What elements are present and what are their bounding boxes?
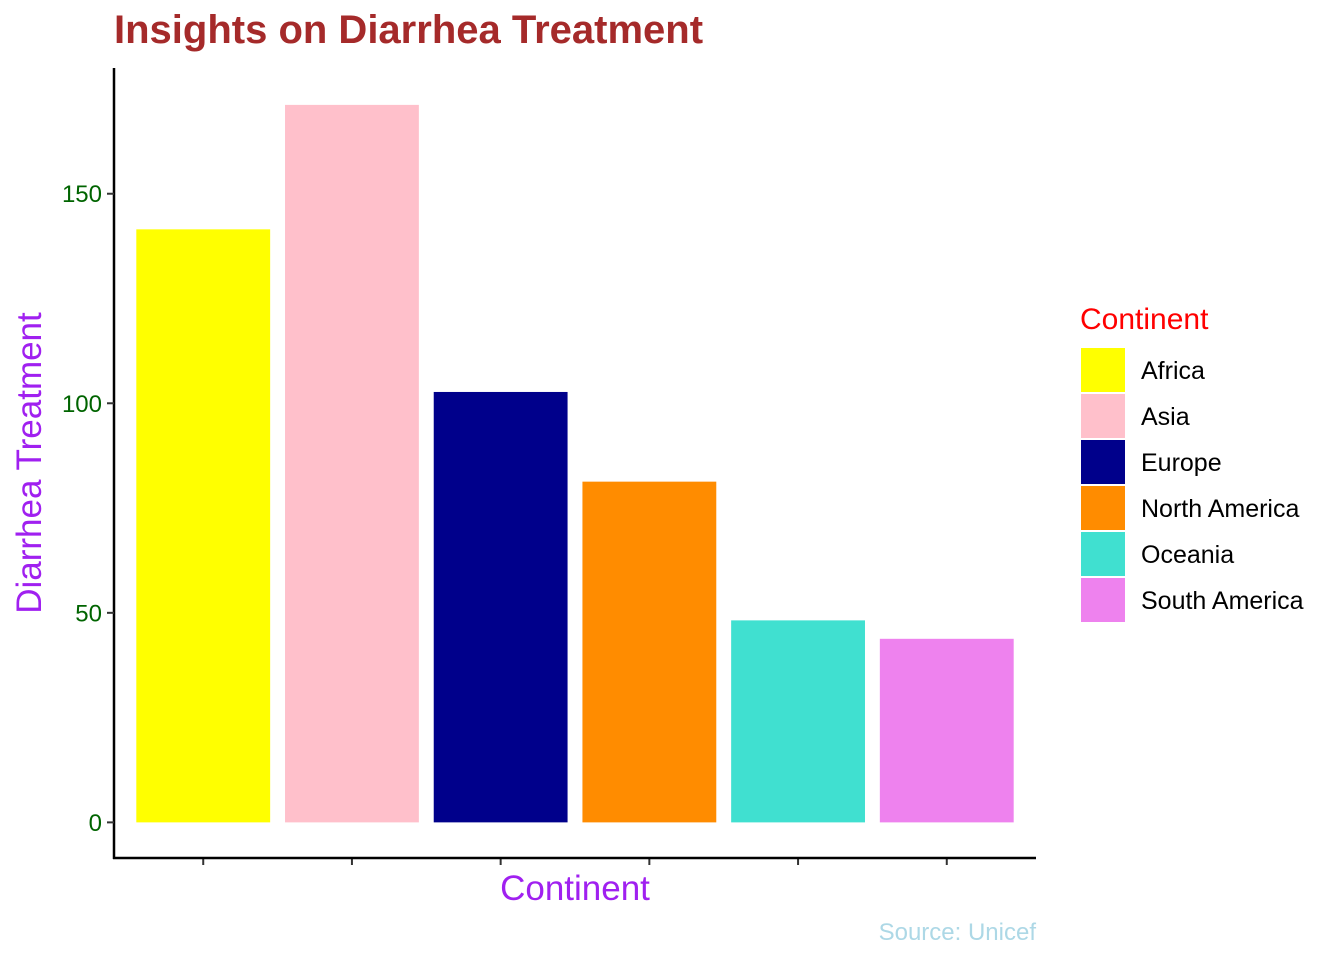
bar-asia	[285, 104, 419, 823]
y-tick-label: 50	[75, 600, 102, 627]
legend-key-asia	[1081, 394, 1125, 438]
bar-europe	[433, 391, 568, 823]
bar-oceania	[731, 620, 865, 823]
x-axis-title: Continent	[500, 869, 650, 908]
bar-africa	[136, 229, 271, 823]
legend-label: Oceania	[1141, 541, 1234, 569]
y-axis-title: Diarrhea Treatment	[10, 312, 49, 614]
plot-area: 0 50 100 150	[62, 68, 1036, 865]
legend-label: Africa	[1141, 357, 1205, 385]
legend-title: Continent	[1080, 303, 1209, 336]
y-tick-label: 0	[89, 810, 102, 837]
legend-key-oceania	[1081, 532, 1125, 576]
legend-key-south-america	[1081, 578, 1125, 622]
source-caption: Source: Unicef	[879, 919, 1037, 946]
bar-south-america	[879, 638, 1014, 823]
y-tick-label: 100	[62, 391, 102, 418]
chart-title: Insights on Diarrhea Treatment	[114, 8, 703, 52]
bar-north-america	[582, 481, 717, 823]
legend-key-africa	[1081, 348, 1125, 392]
legend-label: South America	[1141, 587, 1304, 615]
legend-label: Asia	[1141, 403, 1190, 431]
legend-key-north-america	[1081, 486, 1125, 530]
legend: Africa Asia Europe North America Oceania Sout…	[1081, 348, 1304, 622]
legend-label: Europe	[1141, 449, 1222, 477]
y-tick-label: 150	[62, 181, 102, 208]
legend-key-europe	[1081, 440, 1125, 484]
legend-label: North America	[1141, 495, 1299, 523]
